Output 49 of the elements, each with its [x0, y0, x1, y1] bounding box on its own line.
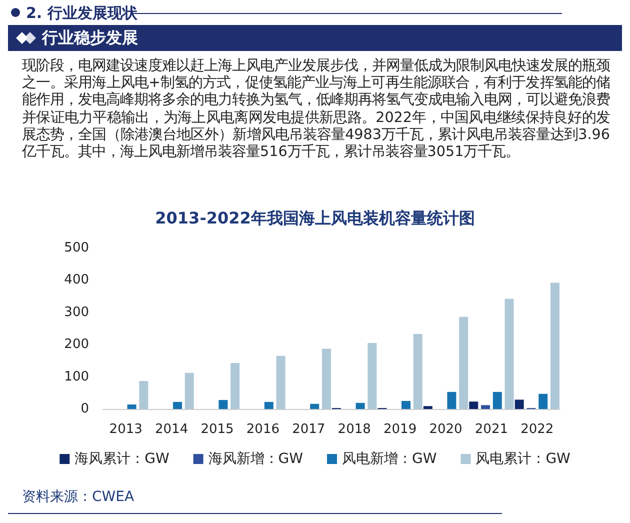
bar: [218, 400, 228, 409]
bar: [322, 348, 331, 409]
bar: [127, 404, 136, 409]
bar: [459, 316, 468, 409]
bar: [310, 404, 320, 409]
y-tick-label: 400: [64, 272, 89, 288]
x-tick-label: 2016: [246, 422, 280, 437]
legend-label: 海风累计：GW: [74, 451, 170, 467]
bar: [447, 392, 456, 409]
y-tick-label: 500: [64, 240, 89, 256]
chart-title: 2013-2022年我国海上风电装机容量统计图: [155, 208, 475, 228]
bar: [264, 402, 274, 409]
legend-label: 风电新增：GW: [342, 451, 437, 467]
bar: [413, 334, 422, 409]
x-tick-label: 2014: [155, 422, 188, 437]
bar: [276, 356, 286, 409]
y-tick-label: 100: [64, 369, 89, 384]
legend-label: 风电累计：GW: [476, 451, 571, 467]
bar: [504, 298, 514, 409]
bar: [538, 394, 548, 409]
x-tick-label: 2022: [520, 422, 554, 437]
text: 2. 行业发展现状: [26, 3, 138, 23]
bar: [469, 402, 478, 409]
bar: [184, 372, 194, 409]
bar: [172, 402, 182, 409]
x-tick-label: 2013: [109, 422, 142, 437]
y-tick-label: 0: [80, 402, 89, 416]
bar: [356, 402, 365, 409]
banner: 行业稳步发展: [8, 25, 622, 51]
y-tick-label: 200: [64, 337, 89, 352]
bar: [423, 406, 432, 409]
x-tick-label: 2020: [429, 422, 462, 437]
bar: [550, 282, 560, 409]
text: 资料来源：CWEA: [22, 488, 134, 507]
bar: [368, 342, 377, 409]
text: 现阶段，电网建设速度难以赶上海上风电产业发展步伐，并网量低成为限制风电快速发展的瓶颈之一。采用海上风电+制氢的方式，促使氢能产业与海上可再生能源联合，有利于发挥氢能的储能作用，发电高峰期将多余的电力转换为氢气，低峰期再将氢气变成电输入电网，可以避免浪费并保证电力平稳输出，为海上风电离网发电提供新思路。2022年，中国风电继续保持良好的发展态势，全国（除港澳台地区外）新增风电吊装容量4983万千瓦，累计风电吊装容量达到3.96亿千瓦。其中，海上风电新增吊装容量516万千瓦，累计吊装容量3051万千瓦。: [22, 58, 610, 162]
x-tick-label: 2017: [292, 422, 326, 437]
bar: [401, 400, 410, 409]
x-tick-label: 2018: [338, 422, 371, 437]
legend-label: 海风新增：GW: [208, 451, 304, 467]
y-tick-label: 300: [64, 304, 89, 320]
bar: [230, 362, 240, 409]
x-tick-label: 2019: [384, 422, 417, 437]
x-tick-label: 2021: [474, 422, 508, 437]
bar: [514, 400, 524, 409]
x-tick-label: 2015: [200, 422, 234, 437]
bar: [492, 392, 502, 409]
bar: [139, 380, 148, 409]
bar: [481, 405, 490, 409]
